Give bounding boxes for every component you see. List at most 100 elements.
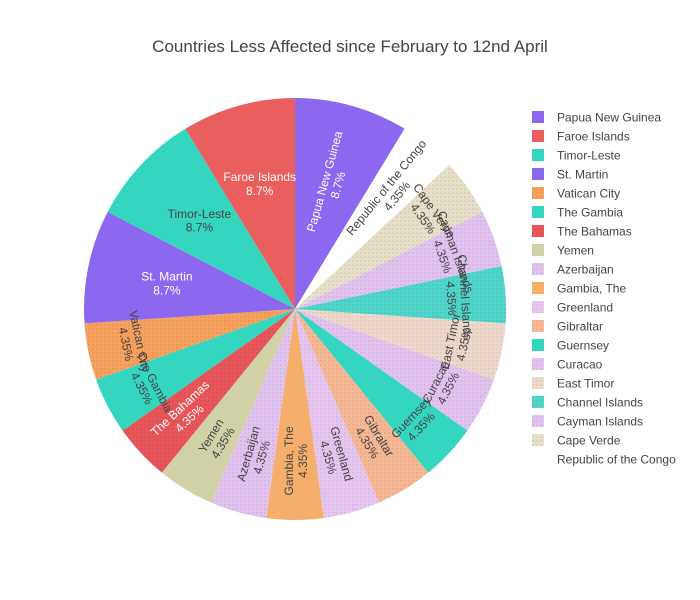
pie-slice-yemen[interactable]: [161, 309, 295, 503]
slice-label-faroe-islands: Faroe Islands 8.7%: [223, 170, 296, 198]
legend-item-cape-verde[interactable]: Cape Verde: [532, 434, 621, 448]
legend-swatch: [532, 225, 544, 237]
pie-slice-timor-leste[interactable]: [107, 128, 295, 309]
legend-label: Gambia, The: [557, 282, 626, 296]
legend-item-the-gambia[interactable]: The Gambia: [532, 206, 623, 220]
pie-slice-cape-verde[interactable]: [295, 164, 483, 309]
slice-label-percent: 4.35%: [443, 281, 459, 316]
legend-item-republic-of-the-congo[interactable]: Republic of the Congo: [532, 453, 676, 467]
pie-slice-faroe-islands[interactable]: [185, 98, 295, 309]
legend-item-azerbaijan[interactable]: Azerbaijan: [532, 263, 614, 277]
legend-swatch: [532, 263, 544, 275]
legend-swatch: [532, 377, 544, 389]
legend-item-st-martin[interactable]: St. Martin: [532, 168, 608, 182]
legend-item-guernsey[interactable]: Guernsey: [532, 339, 609, 353]
slice-label-name: Gambia, The: [282, 426, 296, 495]
svg-text:Channel Islands4.35%: Channel Islands4.35%: [441, 254, 475, 342]
legend-swatch: [532, 453, 544, 465]
legend-item-channel-islands[interactable]: Channel Islands: [532, 396, 643, 410]
pie-slice-azerbaijan[interactable]: [210, 309, 295, 519]
legend-swatch: [532, 396, 544, 408]
legend-swatch: [532, 111, 544, 123]
legend-label: Papua New Guinea: [557, 111, 661, 125]
legend-label: East Timor: [557, 377, 614, 391]
legend-item-cayman-islands[interactable]: Cayman Islands: [532, 415, 643, 429]
pie-slice-gambia-the[interactable]: [266, 309, 324, 520]
slice-label-name: St. Martin: [141, 270, 192, 284]
legend-swatch: [532, 434, 544, 446]
legend-swatch: [532, 168, 544, 180]
pie-slices: [83, 98, 507, 520]
legend-item-gibraltar[interactable]: Gibraltar: [532, 320, 603, 334]
legend-swatch: [532, 282, 544, 294]
pie-slice-channel-islands[interactable]: [295, 266, 507, 324]
legend-item-the-bahamas[interactable]: The Bahamas: [532, 225, 632, 239]
slice-label-percent: 4.35%: [454, 326, 475, 362]
legend-label: Republic of the Congo: [557, 453, 676, 467]
legend-swatch: [532, 244, 544, 256]
legend-swatch: [532, 206, 544, 218]
legend-item-vatican-city[interactable]: Vatican City: [532, 187, 620, 201]
pie-slice-vatican-city[interactable]: [84, 309, 296, 380]
legend-label: Faroe Islands: [557, 130, 630, 144]
legend-swatch: [532, 320, 544, 332]
legend-swatch: [532, 358, 544, 370]
slice-label-timor-leste: Timor-Leste 8.7%: [168, 207, 232, 235]
legend-label: The Bahamas: [557, 225, 632, 239]
slice-label-name: Faroe Islands: [223, 170, 296, 184]
slice-label-percent: 8.7%: [153, 283, 181, 297]
pie-slice-the-gambia[interactable]: [96, 309, 296, 431]
legend-label: Cape Verde: [557, 434, 621, 448]
legend-label: Timor-Leste: [557, 149, 621, 163]
pie-slice-republic-of-the-congo[interactable]: [295, 128, 450, 309]
pie-slice-st-martin[interactable]: [83, 211, 296, 324]
legend-item-gambia-the[interactable]: Gambia, The: [532, 282, 626, 296]
legend-swatch: [532, 187, 544, 199]
slice-label-st-martin: St. Martin 8.7%: [141, 270, 192, 298]
svg-text:Gambia, The4.35%: Gambia, The4.35%: [282, 426, 310, 495]
slice-label-channel-islands: Channel Islands4.35%: [441, 254, 475, 342]
pie-slice-papua-new-guinea[interactable]: [295, 98, 405, 309]
legend-label: Curacao: [557, 358, 603, 372]
legend-label: Cayman Islands: [557, 415, 643, 429]
pie-slice-curacao[interactable]: [295, 309, 494, 431]
legend-item-east-timor[interactable]: East Timor: [532, 377, 614, 391]
legend-item-yemen[interactable]: Yemen: [532, 244, 594, 258]
slice-label-percent: 4.35%: [116, 326, 137, 362]
slice-label-percent: 8.7%: [186, 221, 214, 235]
legend-swatch: [532, 301, 544, 313]
pie-slice-east-timor[interactable]: [295, 309, 506, 380]
legend-label: St. Martin: [557, 168, 608, 182]
legend-label: Azerbaijan: [557, 263, 614, 277]
legend-item-papua-new-guinea[interactable]: Papua New Guinea: [532, 111, 661, 125]
legend-item-faroe-islands[interactable]: Faroe Islands: [532, 130, 630, 144]
legend-swatch: [532, 339, 544, 351]
legend-label: Vatican City: [557, 187, 620, 201]
chart-title: Countries Less Affected since February t…: [152, 37, 548, 56]
legend-swatch: [532, 415, 544, 427]
slice-label-name: Timor-Leste: [168, 207, 232, 221]
legend-label: The Gambia: [557, 206, 623, 220]
pie-slice-cayman-islands[interactable]: [295, 211, 502, 309]
legend-item-greenland[interactable]: Greenland: [532, 301, 613, 315]
pie-slice-gibraltar[interactable]: [295, 309, 429, 503]
pie-slice-the-bahamas[interactable]: [122, 309, 296, 473]
legend-swatch: [532, 149, 544, 161]
legend-item-timor-leste[interactable]: Timor-Leste: [532, 149, 621, 163]
legend-swatch: [532, 130, 544, 142]
legend-label: Channel Islands: [557, 396, 643, 410]
legend-label: Greenland: [557, 301, 613, 315]
legend-label: Guernsey: [557, 339, 609, 353]
legend-item-curacao[interactable]: Curacao: [532, 358, 603, 372]
pie-slice-guernsey[interactable]: [295, 309, 468, 473]
pie-slice-greenland[interactable]: [295, 309, 380, 519]
legend-label: Gibraltar: [557, 320, 603, 334]
slice-label-name: Channel Islands: [455, 254, 475, 341]
slice-label-percent: 8.7%: [246, 184, 274, 198]
legend-label: Yemen: [557, 244, 594, 258]
